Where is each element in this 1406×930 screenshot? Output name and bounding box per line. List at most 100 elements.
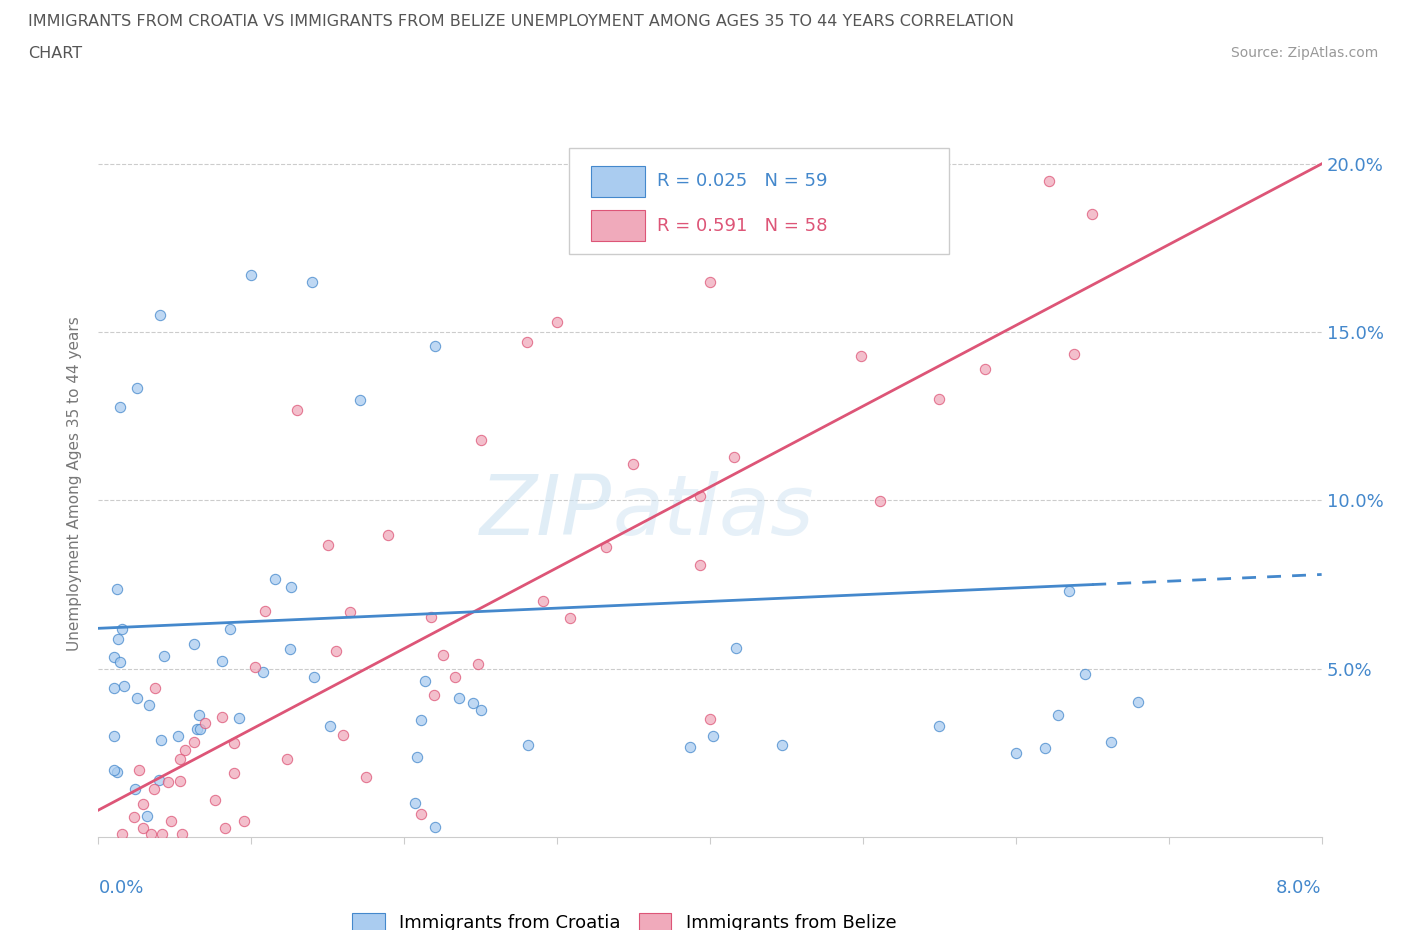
Point [276, 751, 298, 766]
Point [546, 314, 568, 329]
Point [409, 713, 432, 728]
Point [974, 362, 997, 377]
Point [516, 737, 538, 752]
Point [354, 770, 377, 785]
Point [1099, 734, 1122, 749]
Point [169, 773, 191, 788]
Point [170, 826, 193, 841]
Point [264, 572, 287, 587]
Point [105, 581, 128, 596]
Point [349, 392, 371, 407]
Point [470, 702, 492, 717]
Text: R = 0.591   N = 58: R = 0.591 N = 58 [658, 217, 828, 234]
Point [222, 735, 245, 750]
Text: atlas: atlas [612, 472, 814, 552]
Point [301, 274, 323, 289]
Point [467, 657, 489, 671]
Point [423, 687, 446, 702]
Point [105, 764, 128, 779]
Point [280, 579, 302, 594]
Point [1073, 666, 1095, 681]
Point [1081, 206, 1104, 221]
Point [112, 678, 135, 693]
Point [463, 696, 485, 711]
Point [339, 604, 361, 619]
Point [157, 775, 180, 790]
Point [186, 722, 208, 737]
Point [150, 826, 173, 841]
Point [278, 642, 301, 657]
Point [222, 765, 245, 780]
Point [405, 750, 427, 764]
Point [103, 649, 125, 664]
Point [444, 670, 467, 684]
Point [103, 681, 125, 696]
Point [1004, 746, 1026, 761]
Point [107, 631, 129, 646]
Text: 8.0%: 8.0% [1277, 879, 1322, 897]
Point [188, 722, 211, 737]
Point [849, 349, 872, 364]
Point [252, 664, 274, 679]
Text: 0.0%: 0.0% [98, 879, 143, 897]
Point [122, 810, 145, 825]
Point [928, 392, 950, 407]
Point [470, 432, 492, 447]
Point [243, 659, 266, 674]
Point [699, 274, 721, 289]
Point [404, 795, 426, 810]
Point [183, 636, 205, 651]
Point [204, 792, 226, 807]
Point [516, 335, 538, 350]
Point [127, 691, 149, 706]
Point [689, 557, 711, 572]
Point [211, 653, 233, 668]
Point [138, 698, 160, 712]
Point [103, 729, 125, 744]
Point [128, 763, 150, 777]
Point [689, 488, 711, 503]
Point [1063, 347, 1085, 362]
Point [111, 826, 134, 841]
Point [132, 797, 155, 812]
Point [1057, 584, 1080, 599]
Point [108, 400, 131, 415]
Point [183, 735, 205, 750]
FancyBboxPatch shape [592, 166, 645, 196]
Point [302, 670, 325, 684]
Legend: Immigrants from Croatia, Immigrants from Belize: Immigrants from Croatia, Immigrants from… [347, 908, 901, 930]
Point [1128, 695, 1150, 710]
Point [449, 690, 471, 705]
Point [423, 819, 446, 834]
Point [621, 457, 644, 472]
Point [432, 648, 454, 663]
Point [149, 308, 172, 323]
Point [411, 807, 433, 822]
Point [219, 621, 242, 636]
Point [111, 622, 134, 637]
Point [240, 268, 263, 283]
Point [595, 539, 617, 554]
Point [1046, 708, 1069, 723]
Point [560, 610, 582, 625]
Point [928, 718, 950, 733]
Point [420, 609, 443, 624]
Point [413, 673, 436, 688]
Point [679, 740, 702, 755]
Point [316, 538, 339, 552]
Point [132, 820, 155, 835]
Point [152, 648, 174, 663]
Point [136, 809, 159, 824]
Point [233, 814, 256, 829]
Point [194, 715, 217, 730]
Y-axis label: Unemployment Among Ages 35 to 44 years: Unemployment Among Ages 35 to 44 years [67, 316, 83, 651]
Point [149, 733, 172, 748]
Point [211, 710, 233, 724]
Point [319, 718, 342, 733]
Point [869, 493, 891, 508]
Point [723, 449, 745, 464]
Point [108, 655, 131, 670]
Point [531, 593, 554, 608]
Point [332, 727, 354, 742]
Point [139, 826, 162, 841]
